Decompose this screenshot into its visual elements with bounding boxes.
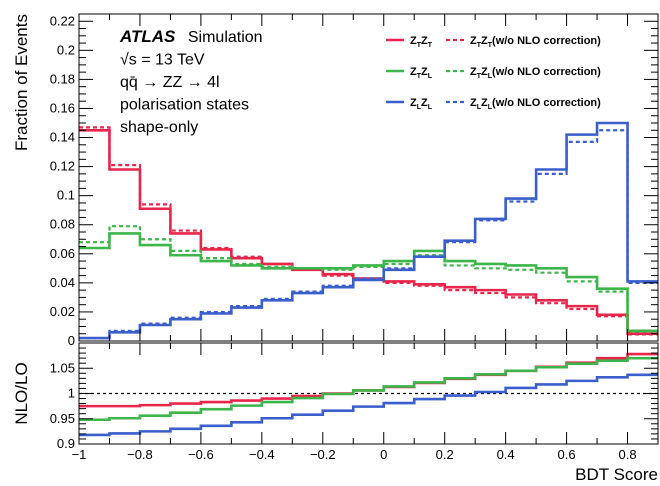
legend-label-main: Z (470, 35, 477, 47)
atlas-annotation-block: ATLAS Simulation √s = 13 TeV qq̄ → ZZ → … (119, 27, 263, 136)
y-tick-label: 0.08 (50, 217, 75, 232)
ratio-axes: −1 −0.8 −0.6 −0.4 −0.2 0 0.2 0.4 0.6 0.8 0.9 0.95 1 1… (50, 342, 659, 462)
legend-label-main: Z (410, 66, 417, 78)
legend-entry-0: ZTZT ZTZT(w/o NLO correction) (386, 35, 601, 49)
x-tick-label: −0.8 (127, 447, 153, 462)
legend-label-main: Z (481, 97, 488, 109)
series-4-step-line (79, 121, 658, 340)
legend-label-note: (w/o NLO correction) (492, 97, 601, 109)
y-tick-label: 0.18 (50, 71, 75, 86)
legend-entry-2: ZLZL ZLZL(w/o NLO correction) (386, 97, 601, 111)
legend-label-sub: T (417, 42, 422, 49)
y-tick-label: 0 (68, 333, 75, 348)
main-panel: 0 0.02 0.04 0.06 0.08 0.1 0.12 0.14 0.16 0.18 0.2 0… (50, 13, 659, 348)
legend-label-sub: L (477, 104, 482, 111)
ratio-series-2-step-line (79, 373, 658, 437)
x-tick-label: −0.4 (249, 447, 275, 462)
ratio-y-tick-label: 0.95 (50, 411, 75, 426)
y-axis-label: Fraction of Events (12, 14, 31, 151)
x-tick-label: −1 (72, 447, 87, 462)
ratio-series-1-step-line (79, 356, 658, 422)
main-plot-frame (78, 13, 659, 342)
x-tick-label: −0.2 (310, 447, 336, 462)
y-tick-label: 0.2 (57, 42, 75, 57)
legend-label-sub: L (428, 104, 433, 111)
ratio-lines (79, 352, 658, 437)
legend-label-main: Z (421, 66, 428, 78)
atlas-label-line: ATLAS Simulation (119, 27, 263, 46)
legend-label-solid: ZTZT (410, 35, 433, 49)
legend-label-main: Z (421, 97, 428, 109)
legend-label-dashed: ZTZL(w/o NLO correction) (470, 66, 601, 80)
x-tick-label: 0.8 (618, 447, 636, 462)
legend-label-main: Z (421, 35, 428, 47)
ratio-y-axis-label: NLO/LO (12, 362, 31, 424)
ratio-y-tick-label: 1.05 (50, 360, 75, 375)
legend-label-sub: T (428, 42, 433, 49)
y-tick-label: 0.22 (50, 13, 75, 28)
main-axes: 0 0.02 0.04 0.06 0.08 0.1 0.12 0.14 0.16 0.18 0.2 0… (50, 13, 659, 348)
ratio-panel: −1 −0.8 −0.6 −0.4 −0.2 0 0.2 0.4 0.6 0.8 0.9 0.95 1 1… (50, 342, 659, 462)
y-tick-label: 0.16 (50, 100, 75, 115)
legend-label-main: Z (410, 35, 417, 47)
legend-label-solid: ZTZL (410, 66, 433, 80)
legend: ZTZT ZTZT(w/o NLO correction)ZTZL ZTZL(w/o… (386, 35, 601, 111)
x-tick-label: 0 (380, 447, 387, 462)
legend-label-main: Z (481, 35, 488, 47)
y-tick-label: 0.02 (50, 304, 75, 319)
series-0-step-line (79, 128, 658, 336)
legend-label-main: Z (481, 66, 488, 78)
series-5-step-line (79, 129, 658, 340)
ratio-y-tick-label: 0.9 (57, 436, 75, 451)
series-3-step-line (79, 225, 658, 333)
polarisation-label: polarisation states (120, 97, 249, 114)
x-axis-label: BDT Score (575, 465, 658, 484)
legend-label-sub: L (428, 73, 433, 80)
x-tick-label: −0.6 (188, 447, 214, 462)
series-1-step-line (79, 126, 658, 336)
legend-label-sub: L (488, 104, 493, 111)
main-histograms (79, 121, 658, 340)
process-label: qq̄ → ZZ → 4l (120, 74, 220, 91)
legend-label-main: Z (470, 97, 477, 109)
legend-label-dashed: ZLZL(w/o NLO correction) (470, 97, 601, 111)
series-2-step-line (79, 232, 658, 333)
legend-label-main: Z (470, 66, 477, 78)
y-tick-label: 0.06 (50, 246, 75, 261)
legend-label-solid: ZLZL (410, 97, 433, 111)
legend-label-sub: T (417, 73, 422, 80)
legend-entry-1: ZTZL ZTZL(w/o NLO correction) (386, 66, 601, 80)
x-tick-label: 0.2 (436, 447, 454, 462)
legend-label-sub: T (477, 42, 482, 49)
legend-label-note: (w/o NLO correction) (492, 35, 601, 47)
legend-label-note: (w/o NLO correction) (492, 66, 601, 78)
ratio-y-tick-label: 1 (68, 386, 75, 401)
y-tick-label: 0.1 (57, 188, 75, 203)
legend-label-main: Z (410, 97, 417, 109)
atlas-label: ATLAS (119, 27, 176, 46)
legend-label-sub: T (488, 42, 493, 49)
legend-label-sub: L (417, 104, 422, 111)
y-tick-label: 0.12 (50, 159, 75, 174)
energy-label: √s = 13 TeV (120, 52, 205, 69)
y-tick-label: 0.04 (50, 275, 75, 290)
shape-only-label: shape-only (120, 119, 198, 136)
y-tick-label: 0.14 (50, 130, 75, 145)
legend-label-sub: T (477, 73, 482, 80)
x-tick-label: 0.4 (497, 447, 515, 462)
x-tick-label: 0.6 (558, 447, 576, 462)
simulation-label: Simulation (188, 29, 263, 46)
legend-label-dashed: ZTZT(w/o NLO correction) (470, 35, 601, 49)
legend-label-sub: L (488, 73, 493, 80)
